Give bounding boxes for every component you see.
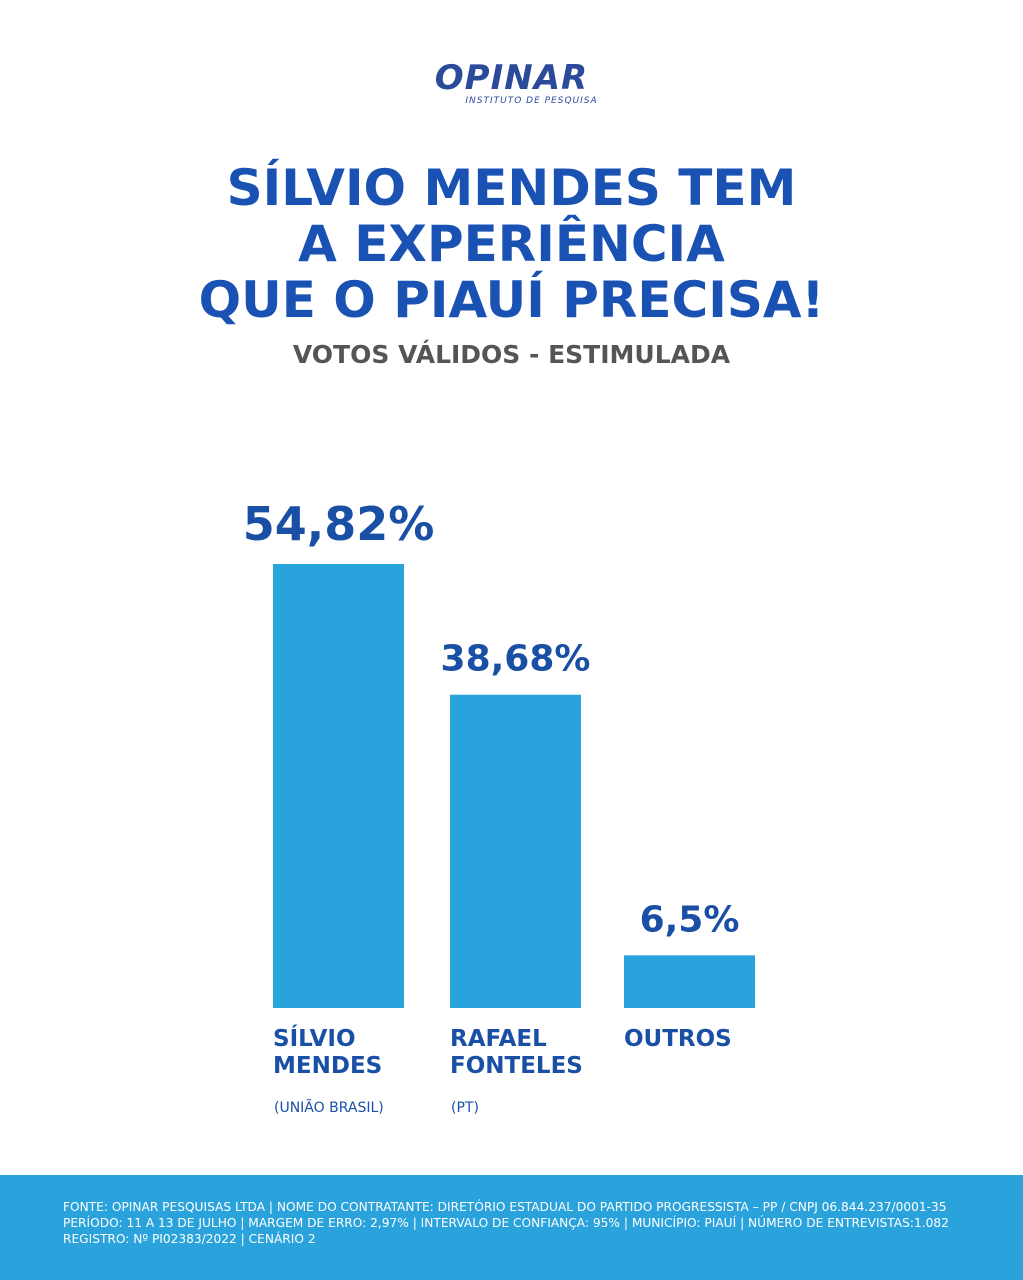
value-label-1: 54,82% bbox=[243, 497, 435, 551]
party-label-1: (UNIÃO BRASIL) bbox=[274, 1099, 384, 1116]
value-label-2: 38,68% bbox=[441, 639, 591, 680]
bar-1 bbox=[273, 564, 404, 1008]
bar-3 bbox=[624, 955, 755, 1008]
bar-2 bbox=[450, 694, 581, 1008]
value-label-3: 6,5% bbox=[640, 899, 740, 940]
headline-line-2: A EXPERIÊNCIA bbox=[298, 215, 725, 273]
headline: SÍLVIO MENDES TEM A EXPERIÊNCIA QUE O PI… bbox=[0, 160, 1023, 328]
footer-line-1: FONTE: OPINAR PESQUISAS LTDA | NOME DO C… bbox=[63, 1200, 947, 1214]
footer: FONTE: OPINAR PESQUISAS LTDA | NOME DO C… bbox=[0, 1175, 1023, 1280]
category-label-1-line-1: SÍLVIO bbox=[273, 1024, 356, 1052]
category-label-2-line-1: RAFAEL bbox=[450, 1026, 547, 1052]
logo-tagline: INSTITUTO DE PESQUISA bbox=[465, 96, 598, 106]
footer-text: FONTE: OPINAR PESQUISAS LTDA | NOME DO C… bbox=[63, 1199, 1003, 1247]
category-label-2-line-2: FONTELES bbox=[450, 1053, 583, 1079]
logo-wordmark: OPINAR bbox=[434, 58, 589, 98]
footer-line-2: PERÍODO: 11 A 13 DE JULHO | MARGEM DE ER… bbox=[63, 1216, 949, 1230]
logo: OPINAR INSTITUTO DE PESQUISA bbox=[0, 60, 1023, 106]
footer-line-3: REGISTRO: Nº PI02383/2022 | CENÁRIO 2 bbox=[63, 1232, 316, 1246]
category-label-3-line-1: OUTROS bbox=[624, 1026, 732, 1052]
headline-line-1: SÍLVIO MENDES TEM bbox=[226, 159, 797, 217]
headline-line-3: QUE O PIAUÍ PRECISA! bbox=[198, 271, 825, 329]
party-label-2: (PT) bbox=[451, 1100, 479, 1116]
chart-subtitle: VOTOS VÁLIDOS - ESTIMULADA bbox=[292, 340, 731, 369]
category-label-1-line-2: MENDES bbox=[273, 1053, 382, 1079]
